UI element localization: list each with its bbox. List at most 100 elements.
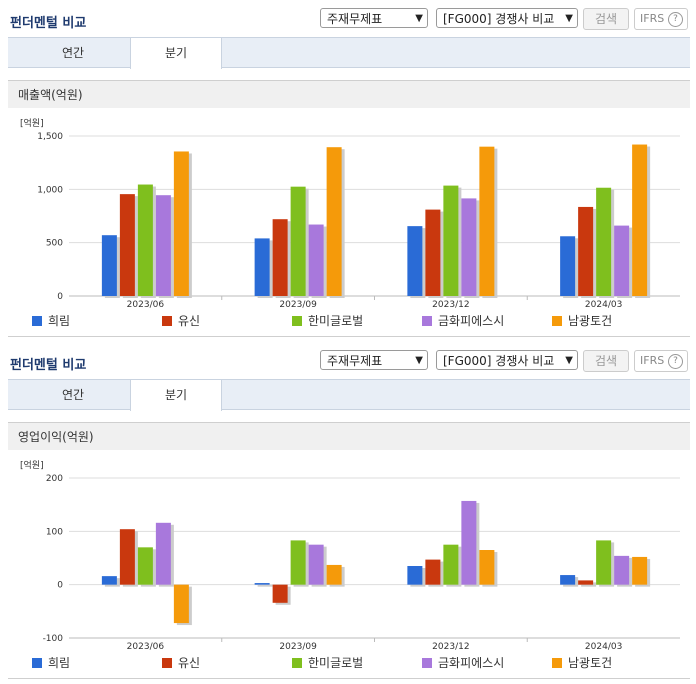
chevron-down-icon: ▼ bbox=[415, 13, 423, 24]
bar bbox=[443, 185, 459, 296]
bar bbox=[578, 206, 594, 296]
bar bbox=[155, 522, 171, 585]
tab-quarterly[interactable]: 분기 bbox=[130, 38, 222, 69]
legend-item[interactable]: 금화피에스시 bbox=[422, 655, 504, 671]
chevron-down-icon: ▼ bbox=[565, 355, 573, 366]
sales-bar-chart: [억원] 0 500 1,000 1,500 2023/06 2023/09 2023/12 2… bbox=[20, 117, 680, 310]
legend-label: 남광토건 bbox=[568, 656, 613, 670]
bar bbox=[632, 556, 648, 585]
ifrs-label: IFRS bbox=[640, 354, 665, 367]
legend-swatch bbox=[162, 658, 172, 668]
ifrs-button[interactable]: IFRS? bbox=[634, 350, 688, 372]
bar bbox=[479, 550, 495, 585]
help-icon[interactable]: ? bbox=[668, 354, 683, 369]
help-icon[interactable]: ? bbox=[668, 12, 683, 27]
search-button[interactable]: 검색 bbox=[583, 8, 629, 30]
fundamental-panel-operating-income: 펀더멘털 비교 주재무제표 ▼ [FG000] 경쟁사 비교 ▼ 검색 IFRS? … bbox=[0, 342, 696, 684]
bar bbox=[407, 226, 423, 296]
legend-label: 남광토건 bbox=[568, 314, 613, 328]
bar bbox=[425, 209, 441, 296]
bar bbox=[290, 186, 306, 296]
period-tabs: 연간 분기 bbox=[8, 379, 690, 411]
divider bbox=[8, 678, 690, 679]
peer-select[interactable]: [FG000] 경쟁사 비교 ▼ bbox=[436, 8, 578, 28]
y-tick-label: 100 bbox=[46, 527, 63, 537]
y-tick-label: 0 bbox=[57, 581, 63, 591]
bar bbox=[308, 544, 324, 585]
bar bbox=[560, 575, 576, 585]
bar bbox=[272, 219, 288, 296]
legend-item[interactable]: 희림 bbox=[32, 655, 70, 671]
legend-swatch bbox=[32, 316, 42, 326]
bar bbox=[101, 576, 117, 585]
ifrs-button[interactable]: IFRS? bbox=[634, 8, 688, 30]
chart-legend: 희림 유신 한미글로벌 금화피에스시 남광토건 bbox=[0, 313, 696, 329]
section-label: 매출액(억원) bbox=[8, 80, 690, 108]
period-tabs: 연간 분기 bbox=[8, 37, 690, 69]
legend-item[interactable]: 유신 bbox=[162, 655, 200, 671]
x-tick-label: 2023/12 bbox=[432, 300, 469, 310]
legend-swatch bbox=[422, 658, 432, 668]
legend-item[interactable]: 한미글로벌 bbox=[292, 655, 363, 671]
x-tick-label: 2024/03 bbox=[585, 642, 622, 652]
bar bbox=[632, 144, 648, 296]
legend-swatch bbox=[162, 316, 172, 326]
panel-header: 펀더멘털 비교 주재무제표 ▼ [FG000] 경쟁사 비교 ▼ 검색 IFRS? bbox=[0, 0, 696, 36]
bar bbox=[101, 235, 117, 296]
y-tick-label: 1,000 bbox=[37, 185, 63, 195]
bar bbox=[425, 559, 441, 585]
bar bbox=[308, 224, 324, 296]
panel-title: 펀더멘털 비교 bbox=[10, 16, 87, 31]
tab-quarterly[interactable]: 분기 bbox=[130, 380, 222, 411]
bar bbox=[326, 147, 342, 296]
bar bbox=[326, 564, 342, 585]
bar bbox=[614, 555, 630, 585]
bar bbox=[254, 583, 270, 585]
bar-shadow bbox=[257, 585, 273, 587]
legend-label: 금화피에스시 bbox=[438, 656, 505, 670]
chart-legend: 희림 유신 한미글로벌 금화피에스시 남광토건 bbox=[0, 655, 696, 671]
legend-label: 유신 bbox=[178, 314, 201, 328]
x-tick-label: 2023/06 bbox=[127, 642, 165, 652]
peer-select[interactable]: [FG000] 경쟁사 비교 ▼ bbox=[436, 350, 578, 370]
tab-annual[interactable]: 연간 bbox=[61, 46, 85, 60]
x-tick-label: 2023/09 bbox=[279, 642, 317, 652]
search-button[interactable]: 검색 bbox=[583, 350, 629, 372]
legend-item[interactable]: 금화피에스시 bbox=[422, 313, 504, 329]
legend-item[interactable]: 남광토건 bbox=[552, 313, 612, 329]
bar bbox=[560, 236, 576, 296]
legend-swatch bbox=[552, 316, 562, 326]
x-tick-label: 2024/03 bbox=[585, 300, 622, 310]
peer-select-value: [FG000] 경쟁사 비교 bbox=[443, 12, 555, 26]
y-tick-label: 500 bbox=[46, 239, 63, 249]
bar bbox=[443, 544, 459, 585]
bar bbox=[596, 540, 612, 585]
statement-select-value: 주재무제표 bbox=[327, 12, 383, 26]
legend-item[interactable]: 희림 bbox=[32, 313, 70, 329]
bar bbox=[119, 529, 135, 585]
bar bbox=[272, 584, 288, 603]
operating-income-bar-chart: [억원] -100 0 100 200 2023/06 2023/09 2023/12 2024… bbox=[20, 459, 680, 652]
legend-label: 한미글로벌 bbox=[308, 314, 364, 328]
legend-item[interactable]: 유신 bbox=[162, 313, 200, 329]
x-tick-label: 2023/06 bbox=[127, 300, 165, 310]
bar bbox=[290, 540, 306, 585]
bar bbox=[254, 238, 270, 296]
legend-item[interactable]: 한미글로벌 bbox=[292, 313, 363, 329]
statement-select[interactable]: 주재무제표 ▼ bbox=[320, 8, 428, 28]
fundamental-panel-sales: 펀더멘털 비교 주재무제표 ▼ [FG000] 경쟁사 비교 ▼ 검색 IFRS? … bbox=[0, 0, 696, 337]
statement-select[interactable]: 주재무제표 ▼ bbox=[320, 350, 428, 370]
bar bbox=[578, 580, 594, 585]
bar bbox=[461, 198, 477, 296]
bar bbox=[461, 500, 477, 585]
y-tick-label: -100 bbox=[43, 634, 64, 644]
bar bbox=[479, 146, 495, 296]
legend-swatch bbox=[292, 316, 302, 326]
y-unit-label: [억원] bbox=[20, 459, 44, 471]
y-tick-label: 1,500 bbox=[37, 132, 63, 142]
bar bbox=[596, 187, 612, 296]
bar bbox=[173, 151, 189, 296]
legend-item[interactable]: 남광토건 bbox=[552, 655, 612, 671]
tab-annual[interactable]: 연간 bbox=[61, 388, 85, 402]
bar bbox=[137, 547, 153, 585]
